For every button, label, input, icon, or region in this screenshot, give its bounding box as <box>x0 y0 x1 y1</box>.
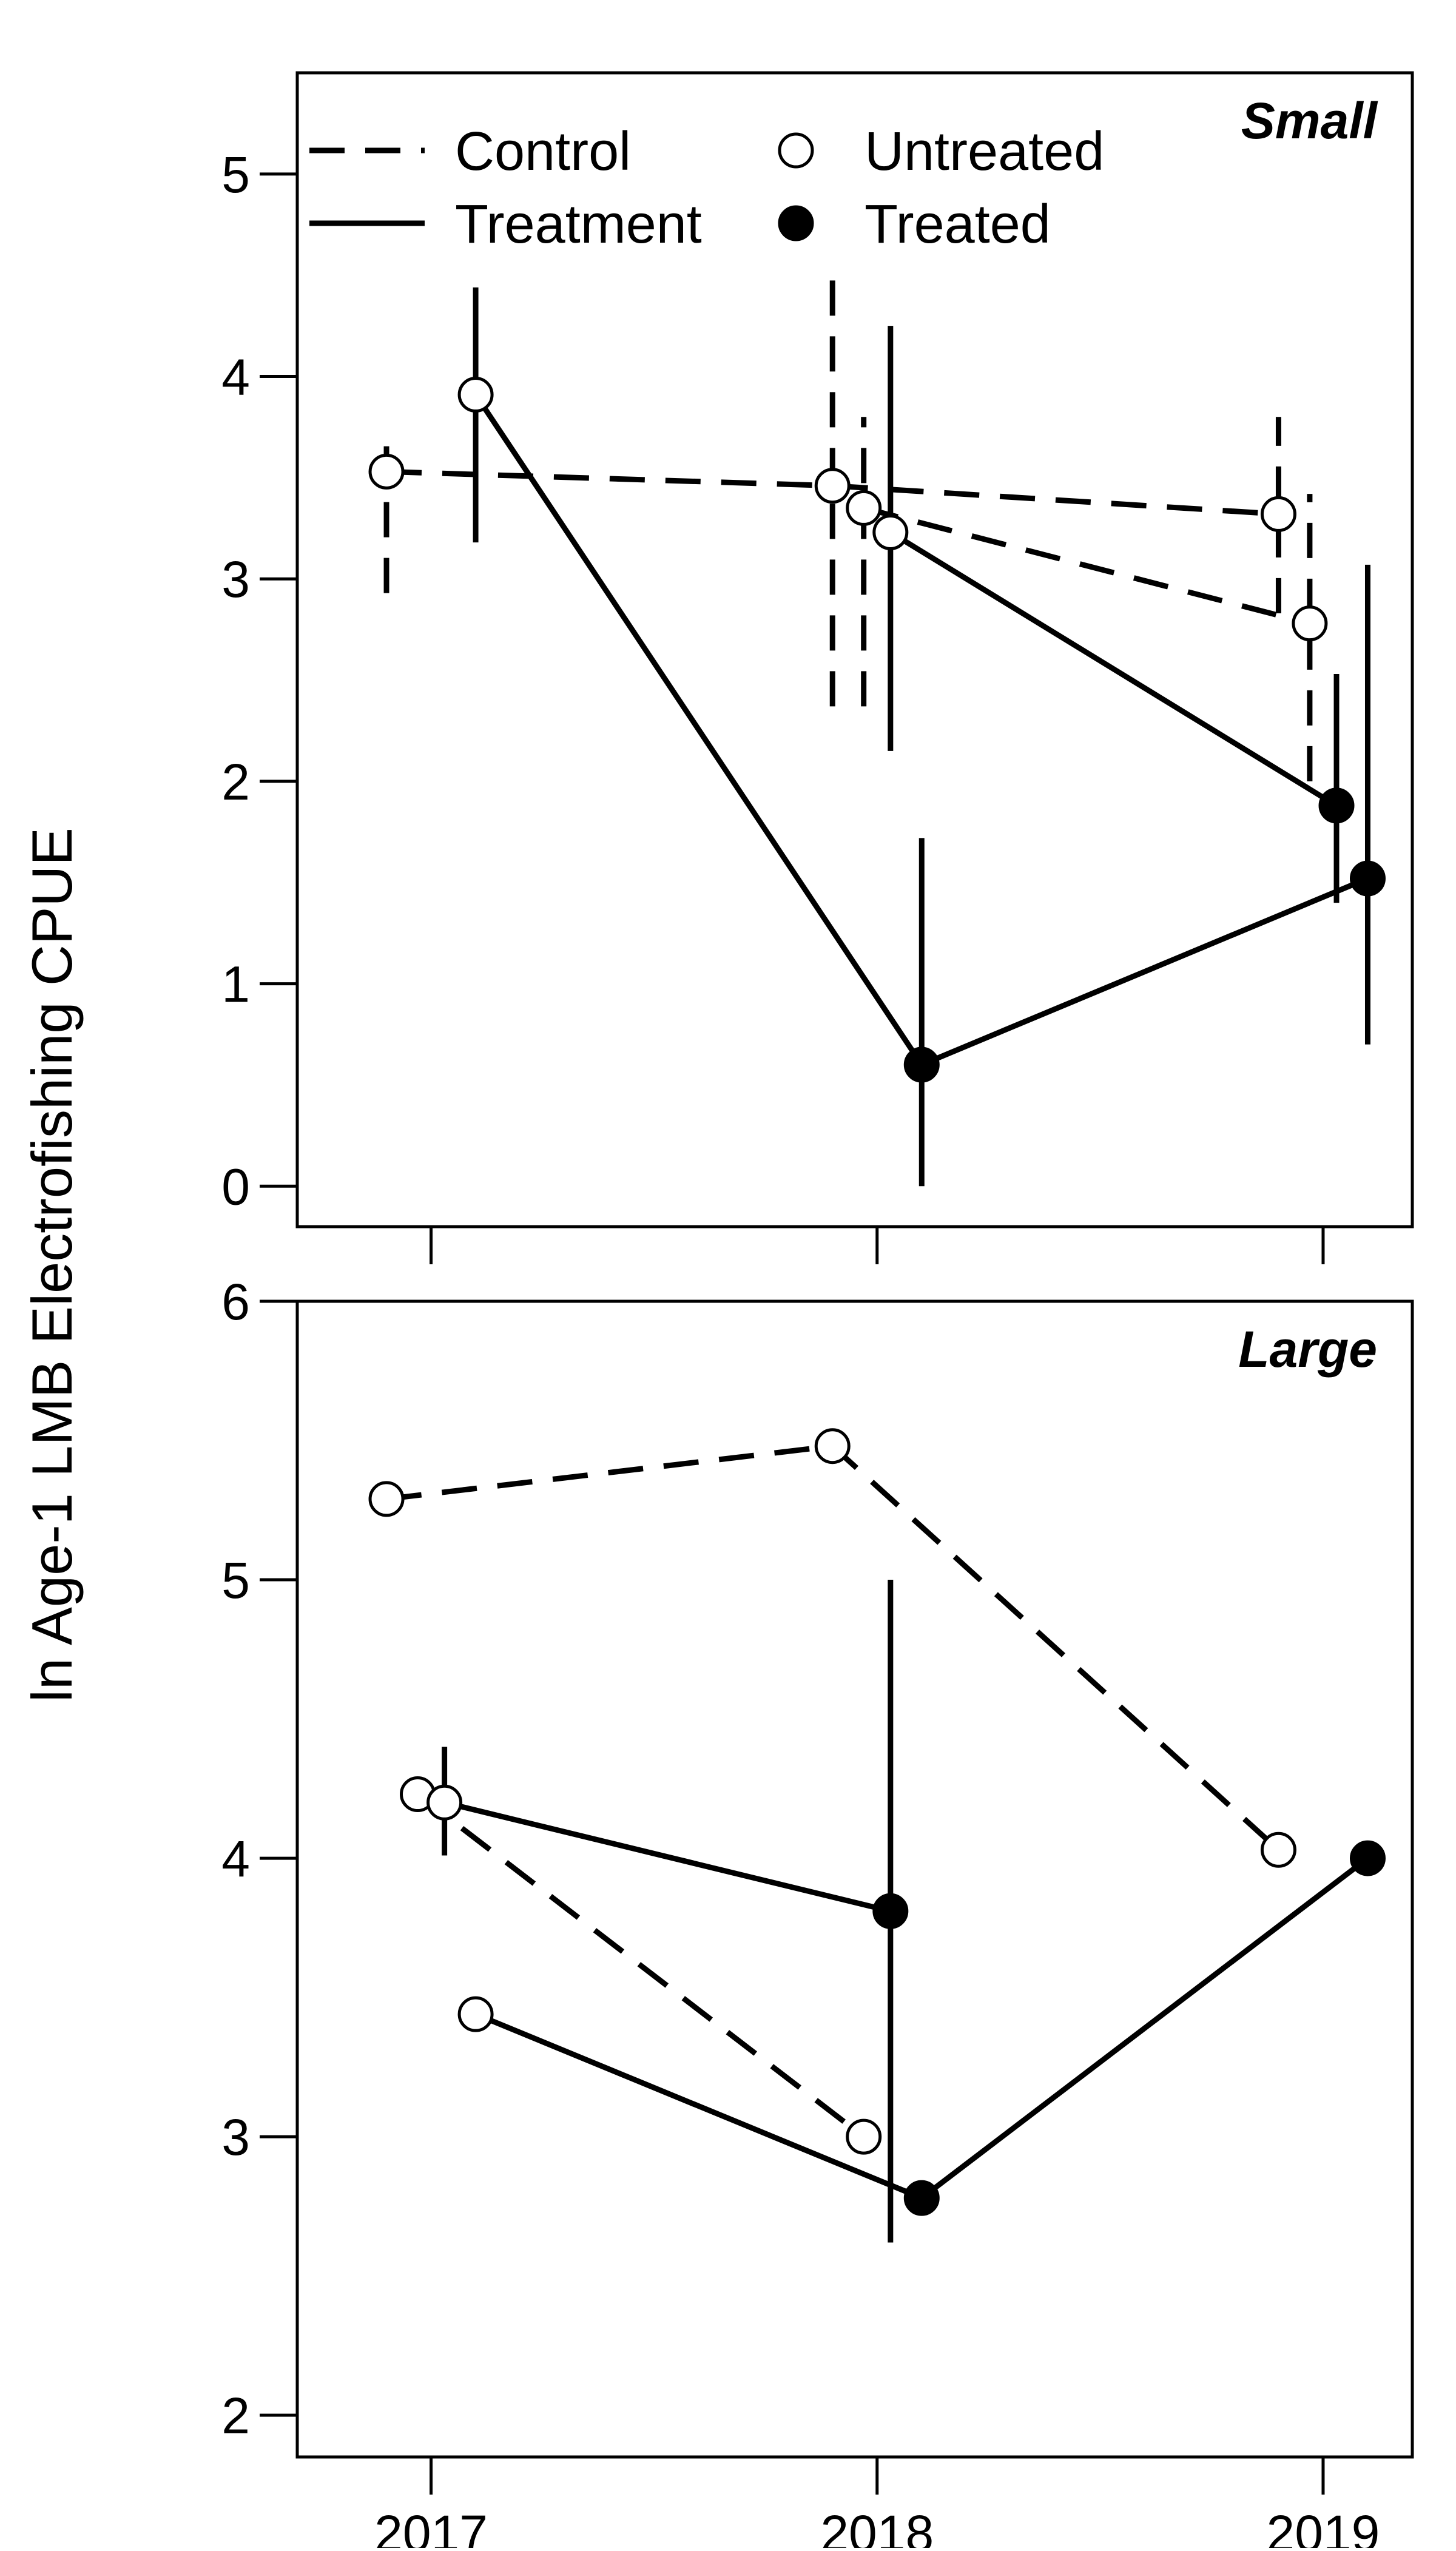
control-series-line <box>386 1443 1281 1852</box>
untreated-point <box>457 377 494 413</box>
untreated-point <box>368 453 405 490</box>
treated-point <box>903 2180 940 2216</box>
y-tick-label: 1 <box>221 956 250 1013</box>
legend-treatment-label: Treatment <box>455 194 702 255</box>
treated-point <box>1318 787 1355 824</box>
treated-point <box>1349 1840 1386 1876</box>
y-tick-label: 3 <box>221 2109 250 2166</box>
panel-label: Small <box>1241 92 1378 149</box>
y-tick-label: 3 <box>221 551 250 608</box>
panel-large: 2 3 4 5 6 2017 2018 2019 Large <box>221 1273 1414 2551</box>
treatment-series-line <box>443 1799 891 1914</box>
control-series-line <box>863 505 1311 626</box>
control-series-line <box>416 1791 866 2139</box>
y-tick-label: 4 <box>221 1830 250 1887</box>
x-tick-label: 2018 <box>820 2505 934 2548</box>
untreated-point <box>1260 1832 1296 1868</box>
y-tick-label: 2 <box>221 753 250 810</box>
untreated-point <box>1260 496 1296 532</box>
y-tick-label: 0 <box>221 1158 250 1215</box>
untreated-point <box>846 490 882 526</box>
panel-label: Large <box>1238 1321 1377 1378</box>
treated-point <box>1349 860 1386 897</box>
legend-treated-label: Treated <box>864 194 1051 255</box>
untreated-point <box>814 1428 851 1464</box>
legend: Control Treatment Untreated Treated <box>309 121 1104 255</box>
panel-small: 0 1 2 3 4 5 Small Control Treatment Untreated Trea… <box>221 71 1414 1264</box>
untreated-point <box>457 1996 494 2032</box>
y-tick-label: 6 <box>221 1273 250 1330</box>
plot-frame <box>295 71 1414 1228</box>
control-series-line <box>386 468 1279 517</box>
untreated-point <box>872 514 909 550</box>
untreated-point <box>846 2118 882 2155</box>
x-tick-label: 2017 <box>374 2505 488 2548</box>
treated-point <box>903 1046 940 1083</box>
untreated-point <box>814 468 851 504</box>
y-tick-label: 5 <box>221 1552 250 1609</box>
legend-treated-marker <box>778 205 814 241</box>
legend-untreated-marker <box>778 132 814 169</box>
y-tick-label: 5 <box>221 146 250 203</box>
y-tick-label: 4 <box>221 349 250 406</box>
plot-frame <box>295 1299 1414 2459</box>
y-axis-label: ln Age-1 LMB Electrofishing CPUE <box>20 827 84 1702</box>
treatment-series-line <box>474 1856 1370 2202</box>
treatment-series-line <box>889 530 1338 808</box>
legend-control-label: Control <box>455 121 631 182</box>
x-tick-label: 2019 <box>1267 2505 1380 2548</box>
untreated-point <box>368 1481 405 1517</box>
treated-point <box>872 1893 909 1929</box>
untreated-point <box>426 1784 463 1821</box>
legend-untreated-label: Untreated <box>864 121 1104 182</box>
untreated-point <box>1292 605 1328 642</box>
y-tick-label: 2 <box>221 2387 250 2444</box>
